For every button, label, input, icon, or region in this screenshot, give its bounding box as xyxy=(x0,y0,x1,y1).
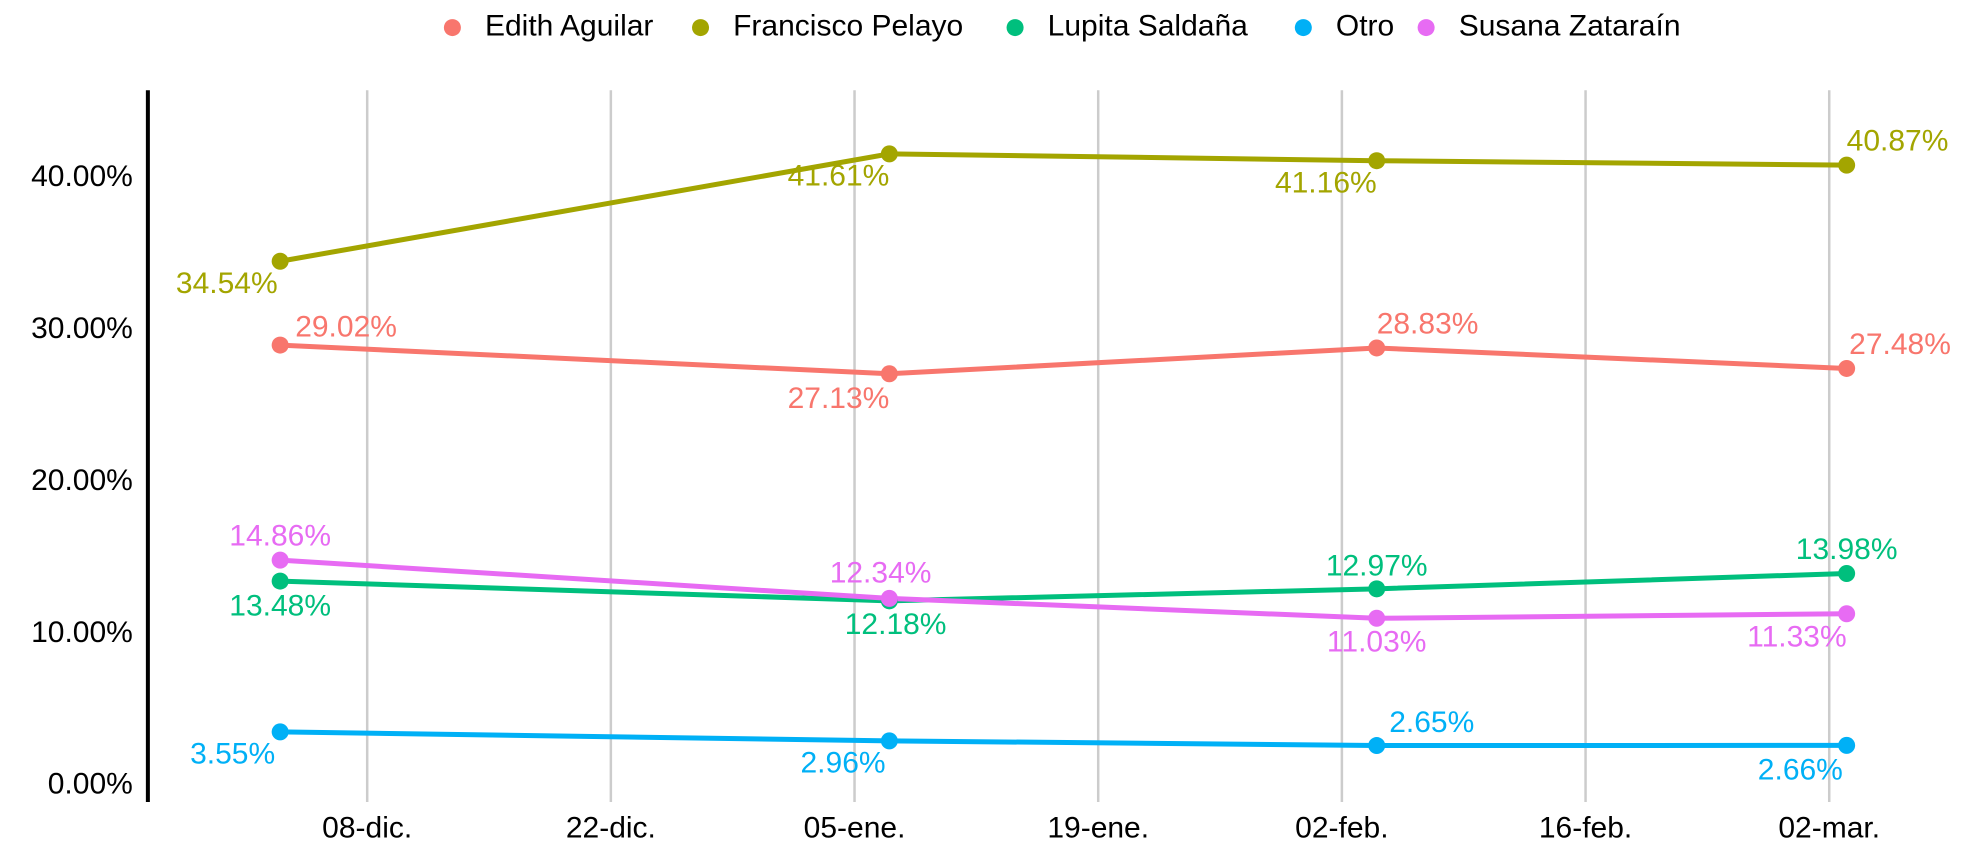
point xyxy=(1838,736,1856,754)
data-label: 13.98% xyxy=(1796,533,1898,566)
x-tick-label: 22-dic. xyxy=(566,812,656,845)
y-tick-label: 20.00% xyxy=(31,464,133,497)
data-label: 11.33% xyxy=(1747,621,1847,654)
point xyxy=(1838,359,1856,377)
data-label: 2.65% xyxy=(1389,706,1474,739)
series-line xyxy=(280,570,1847,604)
legend-label: Otro xyxy=(1336,9,1394,42)
y-tick-label: 30.00% xyxy=(31,312,133,345)
data-label: 12.18% xyxy=(845,608,947,641)
data-label: 12.97% xyxy=(1326,549,1428,582)
data-label: 3.55% xyxy=(190,738,275,771)
point xyxy=(271,572,289,590)
point xyxy=(271,336,289,354)
point xyxy=(1368,152,1386,170)
data-label: 12.34% xyxy=(830,556,932,589)
point xyxy=(880,365,898,383)
series-line xyxy=(280,342,1847,377)
y-tick-label: 40.00% xyxy=(31,160,133,193)
legend-label: Edith Aguilar xyxy=(485,9,653,42)
data-label: 41.16% xyxy=(1275,166,1377,199)
y-tick-label: 10.00% xyxy=(31,616,133,649)
legend-label: Francisco Pelayo xyxy=(733,9,963,42)
legend-swatch xyxy=(443,19,461,37)
point xyxy=(271,252,289,270)
data-label: 14.86% xyxy=(229,519,331,552)
point xyxy=(271,723,289,741)
x-tick-label: 02-feb. xyxy=(1295,812,1388,845)
data-label: 13.48% xyxy=(229,589,331,622)
data-label: 2.96% xyxy=(801,747,886,780)
series-line xyxy=(279,151,1847,264)
x-tick-label: 16-feb. xyxy=(1539,812,1632,845)
point xyxy=(1838,564,1856,582)
series-line xyxy=(280,557,1847,621)
y-tick-label: 0.00% xyxy=(48,768,133,801)
point xyxy=(880,589,898,607)
legend-swatch xyxy=(1294,19,1312,37)
x-tick-label: 08-dic. xyxy=(322,812,412,845)
point xyxy=(1838,605,1856,623)
data-label: 29.02% xyxy=(295,311,397,344)
data-label: 40.87% xyxy=(1847,124,1949,157)
data-label: 27.48% xyxy=(1849,328,1951,361)
point xyxy=(271,551,289,569)
data-label: 11.03% xyxy=(1327,625,1427,658)
point xyxy=(1368,737,1386,755)
data-label: 41.61% xyxy=(788,160,890,193)
point xyxy=(1368,609,1386,627)
data-label: 27.13% xyxy=(788,382,890,415)
data-label: 2.66% xyxy=(1758,754,1843,787)
point xyxy=(880,145,898,163)
point xyxy=(1838,156,1856,174)
legend-swatch xyxy=(1417,19,1435,37)
point xyxy=(1368,339,1386,357)
x-tick-label: 19-ene. xyxy=(1047,812,1149,845)
legend-swatch xyxy=(692,19,710,37)
series-line xyxy=(280,729,1847,749)
legend-label: Lupita Saldaña xyxy=(1048,9,1248,42)
point xyxy=(1368,580,1386,598)
data-label: 28.83% xyxy=(1377,307,1479,340)
data-label: 34.54% xyxy=(176,267,278,300)
legend-label: Susana Zataraín xyxy=(1459,9,1681,42)
x-tick-label: 05-ene. xyxy=(804,812,906,845)
legend-swatch xyxy=(1006,19,1024,37)
x-tick-label: 02-mar. xyxy=(1778,812,1880,845)
point xyxy=(880,732,898,750)
